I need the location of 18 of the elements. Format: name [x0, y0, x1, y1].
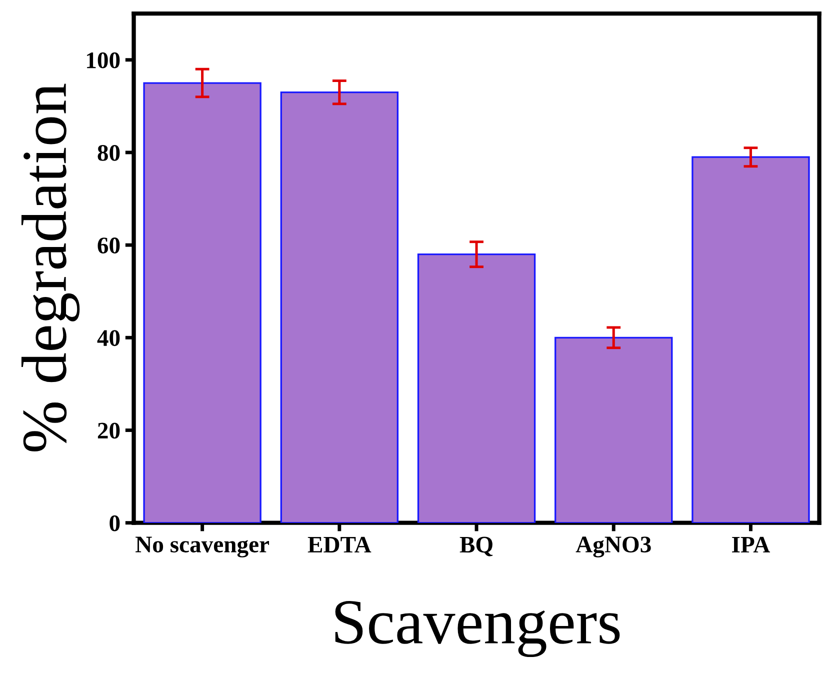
bar [143, 82, 262, 523]
y-tick-label: 60 [98, 238, 120, 254]
y-tick-label: 0 [110, 515, 120, 532]
bar [417, 253, 536, 523]
bar [280, 91, 399, 523]
x-tick-label: BQ [460, 536, 493, 556]
y-tick-label: 20 [98, 422, 120, 439]
y-axis-title: % degradation [21, 84, 80, 452]
bar [692, 156, 810, 523]
x-axis-title: Scavengers [335, 600, 620, 658]
y-tick-label: 80 [98, 144, 120, 161]
x-tick-label: IPA [732, 536, 770, 552]
x-tick-label: EDTA [308, 536, 372, 552]
y-tick-label: 100 [87, 52, 120, 68]
bar [554, 336, 673, 523]
x-tick-label: AgNO3 [576, 536, 651, 558]
x-tick-label: No scavenger [136, 536, 270, 558]
y-tick-label: 40 [97, 330, 120, 346]
